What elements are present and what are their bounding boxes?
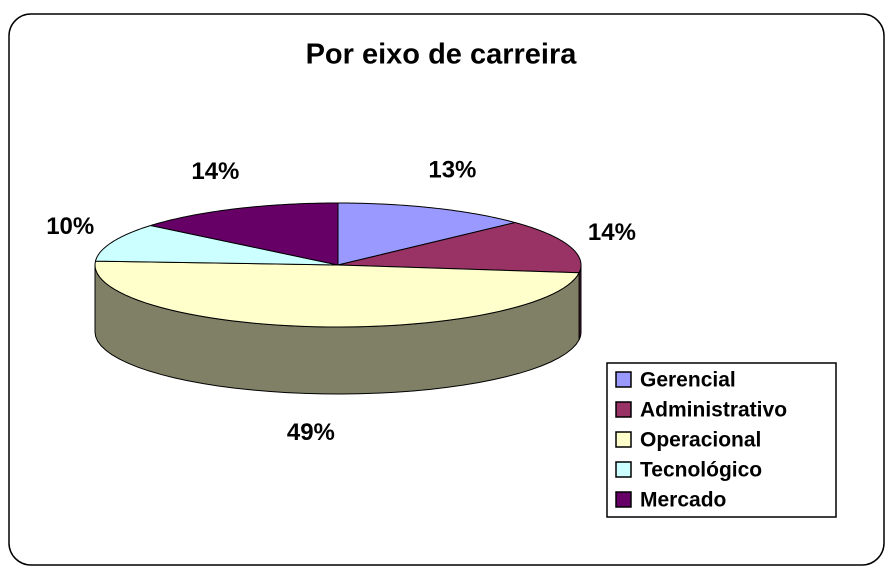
legend-box — [606, 362, 837, 518]
data-label: 14% — [191, 158, 239, 185]
legend-label: Gerencial — [640, 369, 736, 392]
legend-swatch — [615, 371, 632, 388]
legend-label: Mercado — [640, 489, 726, 512]
data-label: 49% — [287, 419, 335, 446]
legend-swatch — [615, 431, 632, 448]
chart-title: Por eixo de carreira — [306, 39, 578, 71]
legend-label: Operacional — [640, 429, 761, 452]
legend-swatch — [615, 401, 632, 418]
legend-swatch — [615, 461, 632, 478]
data-label: 14% — [588, 219, 636, 246]
pie-slice — [94, 260, 580, 328]
pie-slice — [150, 202, 339, 266]
pie-slice — [94, 224, 339, 266]
pie-slice — [337, 202, 516, 266]
pie-slice — [337, 222, 582, 274]
legend-swatch — [615, 491, 632, 508]
legend-label: Tecnológico — [640, 459, 762, 482]
data-label: 13% — [428, 157, 476, 184]
legend-label: Administrativo — [640, 399, 787, 422]
data-label: 10% — [46, 213, 94, 240]
